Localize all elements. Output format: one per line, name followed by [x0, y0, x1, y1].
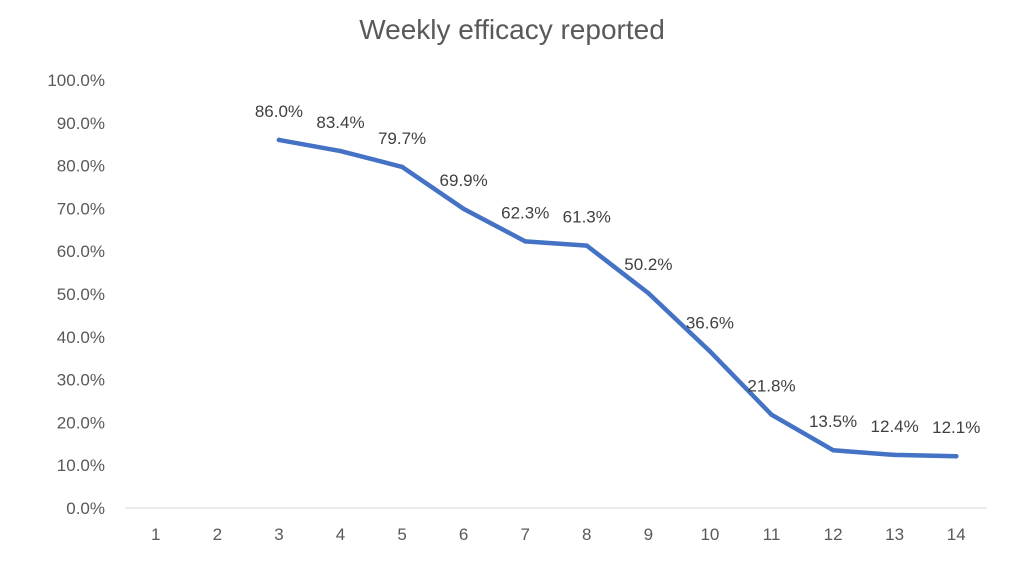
x-tick-label: 10 — [700, 525, 719, 544]
data-labels: 86.0% 83.4% 79.7% 69.9% 62.3% 61.3% 50.2% 36.6%… — [255, 102, 980, 437]
y-tick-label: 100.0% — [47, 71, 105, 90]
data-point — [892, 452, 897, 458]
x-axis-ticks: 1 2 3 4 5 6 7 8 9 10 11 12 13 14 — [151, 525, 966, 544]
data-point — [522, 239, 528, 244]
data-point — [953, 453, 959, 459]
data-point — [338, 148, 343, 154]
data-label: 12.4% — [871, 417, 919, 436]
x-tick-label: 7 — [520, 525, 529, 544]
y-tick-label: 90.0% — [57, 114, 105, 133]
x-tick-label: 6 — [459, 525, 468, 544]
y-tick-label: 20.0% — [57, 413, 105, 432]
data-point — [461, 206, 466, 212]
x-tick-label: 14 — [947, 525, 966, 544]
x-tick-label: 11 — [763, 525, 781, 544]
x-tick-label: 13 — [885, 525, 904, 544]
y-axis-ticks: 0.0% 10.0% 20.0% 30.0% 40.0% 50.0% 60.0% 70.0% 8… — [47, 71, 105, 518]
data-label: 79.7% — [378, 129, 426, 148]
data-point — [707, 349, 713, 354]
chart-title: Weekly efficacy reported — [359, 14, 665, 45]
data-label: 36.6% — [686, 313, 734, 332]
series-line — [276, 137, 959, 459]
y-tick-label: 0.0% — [66, 499, 105, 518]
data-label: 83.4% — [316, 113, 364, 132]
x-tick-label: 9 — [644, 525, 653, 544]
x-tick-label: 4 — [336, 525, 345, 544]
y-tick-label: 70.0% — [57, 199, 105, 218]
data-label: 61.3% — [563, 208, 611, 227]
data-label: 86.0% — [255, 102, 303, 121]
x-tick-label: 2 — [213, 525, 222, 544]
y-tick-label: 60.0% — [57, 242, 105, 261]
data-label: 21.8% — [747, 377, 795, 396]
x-tick-label: 8 — [582, 525, 591, 544]
data-label: 50.2% — [624, 255, 672, 274]
data-point — [646, 290, 651, 296]
data-point — [276, 137, 282, 143]
y-tick-label: 10.0% — [57, 456, 105, 475]
data-label: 13.5% — [809, 412, 857, 431]
data-label: 69.9% — [440, 171, 488, 190]
y-tick-label: 40.0% — [57, 328, 105, 347]
data-label: 12.1% — [932, 418, 980, 437]
data-point — [769, 412, 774, 417]
x-tick-label: 12 — [824, 525, 843, 544]
y-tick-label: 80.0% — [57, 157, 105, 176]
x-tick-label: 1 — [151, 525, 160, 544]
series-group — [276, 137, 959, 459]
x-tick-label: 5 — [397, 525, 406, 544]
x-tick-label: 3 — [274, 525, 283, 544]
data-point — [584, 243, 590, 248]
data-point — [399, 164, 405, 170]
y-tick-label: 30.0% — [57, 371, 105, 390]
data-label: 62.3% — [501, 203, 549, 222]
y-tick-label: 50.0% — [57, 285, 105, 304]
data-point — [830, 447, 836, 453]
